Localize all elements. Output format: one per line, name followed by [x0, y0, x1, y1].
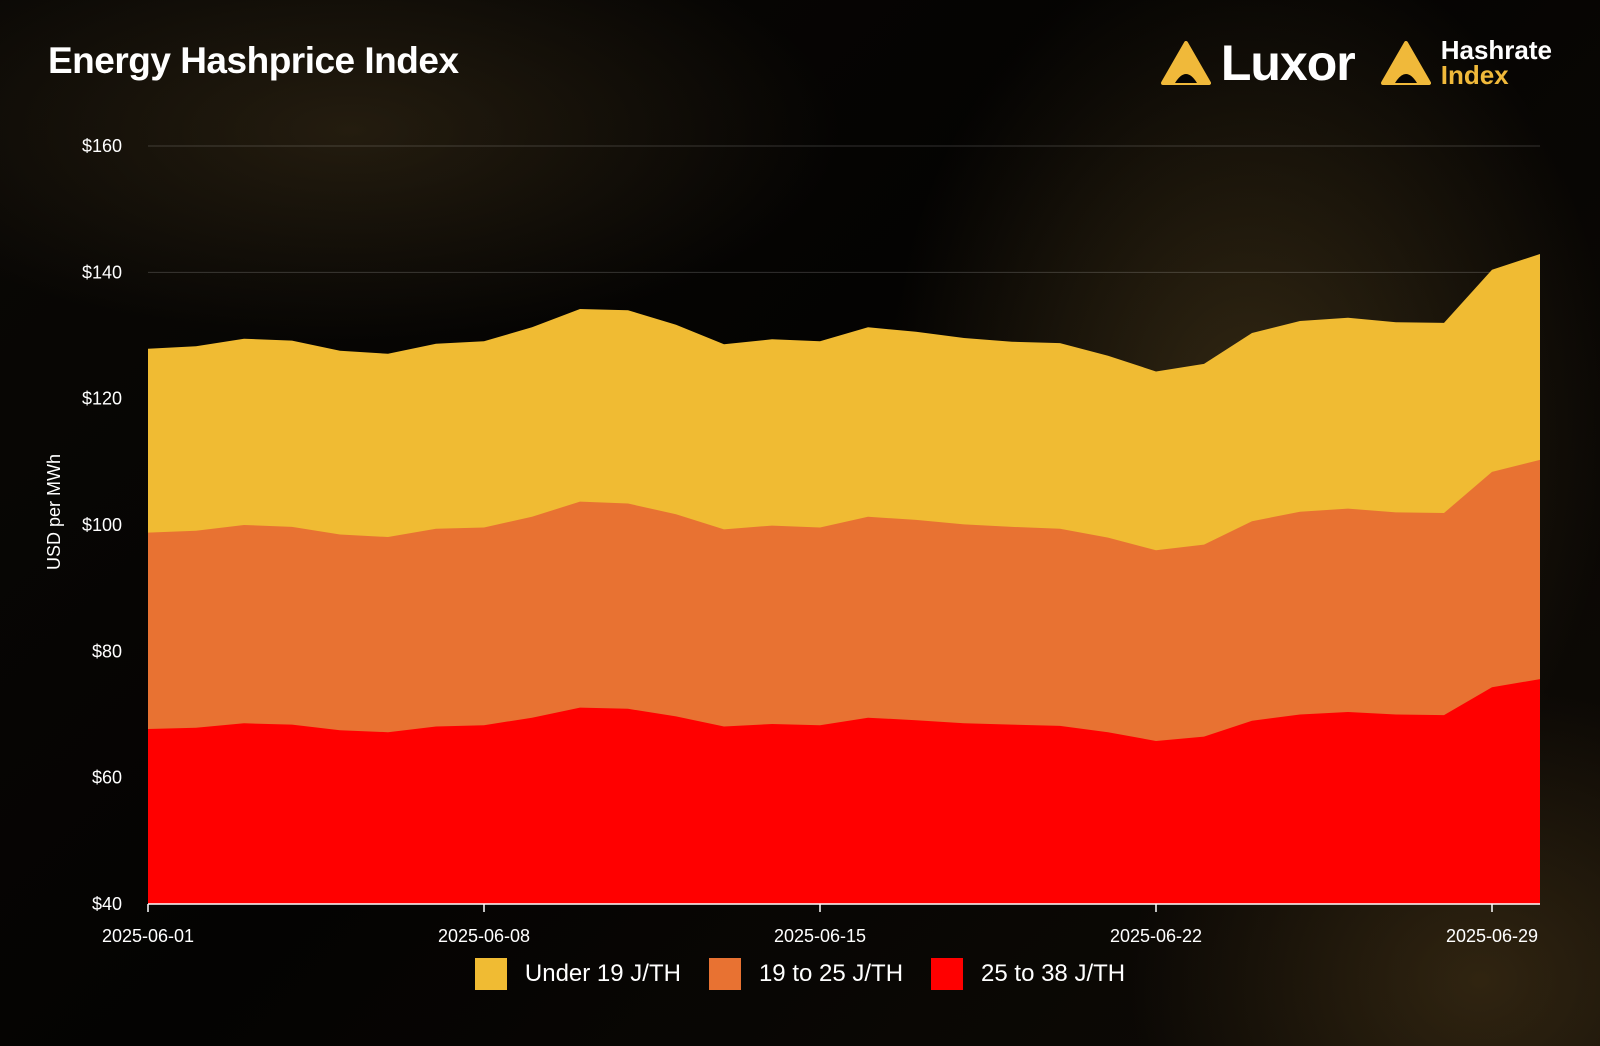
index-wordmark: Index [1440, 60, 1509, 91]
y-axis-ticks: $40 $60 $80 $100 $120 $140 $160 [82, 136, 122, 914]
y-tick-label: $60 [92, 768, 122, 788]
area-25-to-38-j-th [148, 679, 1540, 904]
logos: Luxor Hashrate Index [1160, 35, 1552, 92]
luxor-wordmark: Luxor [1220, 35, 1356, 92]
luxor-triangle-icon [1160, 41, 1211, 86]
y-tick-label: $160 [82, 136, 122, 156]
x-tick-label: 2025-06-08 [438, 926, 530, 946]
x-tick-label: 2025-06-29 [1446, 926, 1538, 946]
x-tick-label: 2025-06-15 [774, 926, 866, 946]
x-tick-label: 2025-06-22 [1110, 926, 1202, 946]
legend-label: 25 to 38 J/TH [981, 960, 1126, 987]
chart-title: Energy Hashprice Index [48, 40, 459, 81]
legend-item: 25 to 38 J/TH [931, 958, 1125, 990]
y-tick-label: $140 [82, 262, 122, 282]
legend-label: Under 19 J/TH [524, 960, 681, 987]
hashrate-triangle-icon [1380, 41, 1431, 86]
legend-swatch [474, 958, 507, 990]
legend-swatch [708, 958, 741, 990]
legend-item: 19 to 25 J/TH [708, 958, 904, 990]
y-axis-label: USD per MWh [44, 454, 64, 570]
x-axis-ticks: 2025-06-01 2025-06-08 2025-06-15 2025-06-22… [102, 904, 1538, 946]
luxor-logo: Luxor [1160, 35, 1356, 92]
y-tick-label: $80 [92, 641, 122, 661]
hashrate-wordmark: Hashrate [1440, 35, 1552, 65]
x-tick-label: 2025-06-01 [102, 926, 194, 946]
hashrate-index-logo: Hashrate Index [1380, 35, 1552, 91]
legend: Under 19 J/TH 19 to 25 J/TH 25 to 38 J/TH [0, 958, 1600, 990]
legend-label: 19 to 25 J/TH [758, 960, 904, 987]
y-tick-label: $120 [82, 389, 122, 409]
y-tick-label: $100 [82, 515, 122, 535]
legend-item: Under 19 J/TH [474, 958, 681, 990]
y-tick-label: $40 [92, 894, 122, 914]
series-areas [148, 254, 1540, 904]
legend-swatch [931, 958, 964, 990]
